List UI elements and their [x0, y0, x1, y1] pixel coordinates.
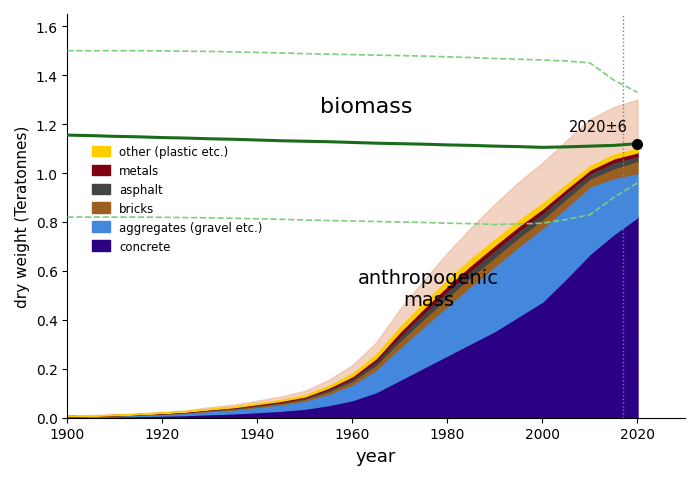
- Y-axis label: dry weight (Teratonnes): dry weight (Teratonnes): [15, 125, 30, 307]
- Legend: other (plastic etc.), metals, asphalt, bricks, aggregates (gravel etc.), concret: other (plastic etc.), metals, asphalt, b…: [92, 146, 262, 253]
- Text: 2020±6: 2020±6: [569, 120, 628, 134]
- Text: biomass: biomass: [321, 96, 413, 116]
- Text: anthropogenic
mass: anthropogenic mass: [358, 269, 499, 310]
- X-axis label: year: year: [356, 447, 396, 465]
